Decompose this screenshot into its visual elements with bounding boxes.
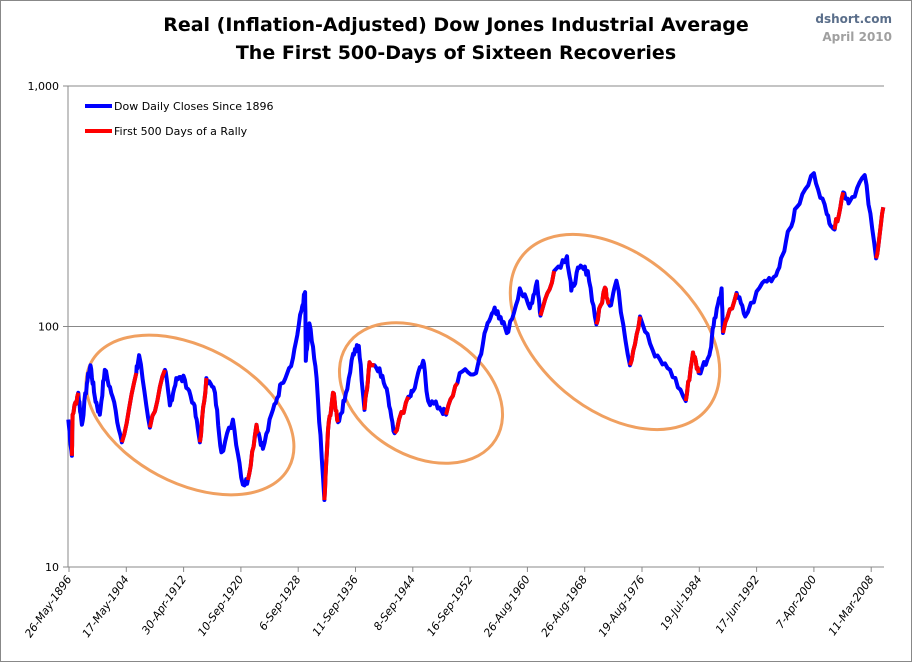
x-tick-label: 17-Jun-1992 (713, 573, 762, 635)
source-label: dshort.com (815, 12, 892, 26)
chart-subtitle: The First 500-Days of Sixteen Recoveries (235, 42, 677, 64)
legend: Dow Daily Closes Since 1896 First 500 Da… (85, 100, 274, 138)
x-tick-label: 11-Mar-2008 (826, 573, 877, 638)
y-tick-label: 1,000 (28, 80, 60, 93)
rally-segment (628, 316, 642, 366)
series-lines (66, 171, 886, 502)
rally-segment (721, 292, 739, 334)
annotation-ellipse (508, 232, 722, 432)
annotation-ellipses (84, 232, 722, 497)
x-tick-label: 26-Aug-1968 (539, 573, 591, 639)
x-tick-label: 17-May-1904 (80, 573, 132, 640)
legend-label-rally: First 500 Days of a Rally (114, 125, 248, 138)
dow-series-line (66, 171, 886, 502)
chart-title: Real (Inflation-Adjusted) Dow Jones Indu… (163, 14, 749, 36)
rally-segment (444, 381, 460, 416)
rally-segment (393, 396, 411, 435)
rally-segment (119, 372, 139, 443)
x-tick-label: 6-Sep-1928 (256, 573, 303, 633)
x-tick-label: 26-May-1896 (22, 573, 74, 640)
annotation-ellipse (84, 333, 296, 497)
rally-segment (245, 422, 260, 481)
axes: 10 100 1,000 26-May-1896 17-May-1904 30-Apr-1… (22, 80, 884, 640)
x-tick-label: 7-Apr-2000 (774, 573, 820, 631)
rally-segment (147, 369, 167, 429)
rally-segment (362, 360, 375, 411)
x-tick-label: 19-Aug-1976 (596, 573, 648, 639)
rally-segment (197, 377, 209, 443)
rally-segment (874, 206, 886, 259)
x-tick-label: 26-Aug-1960 (481, 573, 533, 639)
x-tick-label: 16-Sep-1952 (424, 573, 475, 638)
x-tick-label: 10-Sep-1920 (195, 573, 246, 638)
date-label: April 2010 (822, 30, 892, 44)
y-tick-label: 100 (38, 321, 59, 334)
legend-label-dow: Dow Daily Closes Since 1896 (114, 100, 274, 113)
rally-segment (683, 350, 701, 402)
x-tick-label: 8-Sep-1944 (371, 573, 418, 633)
rally-segment (69, 392, 81, 456)
rally-segment (322, 390, 340, 501)
x-tick-label: 30-Apr-1912 (139, 573, 189, 636)
x-tick-label: 11-Sep-1936 (310, 573, 361, 638)
x-tick-label: 19-Jul-1984 (658, 573, 705, 632)
rally-segment (832, 191, 846, 230)
annotation-ellipse (337, 321, 505, 465)
rally-segment (594, 285, 611, 326)
y-tick-label: 10 (45, 561, 59, 574)
rally-segment (538, 270, 557, 317)
